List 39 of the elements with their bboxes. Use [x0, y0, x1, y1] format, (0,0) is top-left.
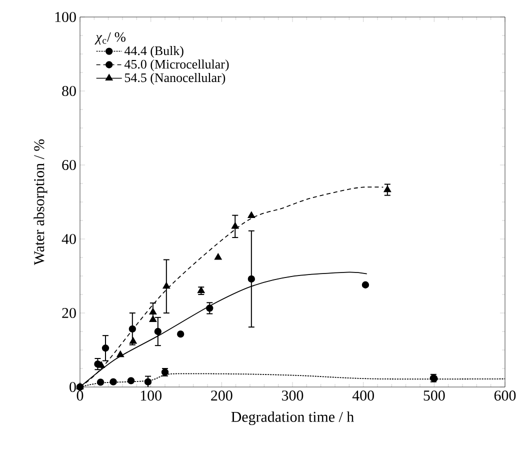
y-axis-title: Water absorption / %	[34, 139, 48, 266]
point	[149, 308, 157, 315]
legend-title: χ$_{c}$/ %	[94, 32, 126, 45]
point	[177, 330, 184, 338]
x-tick-label: 300	[282, 390, 304, 401]
y-tick-label: 0	[70, 382, 76, 392]
point	[384, 186, 392, 192]
point	[102, 344, 110, 352]
point	[149, 315, 157, 322]
x-tick-label: 500	[424, 390, 445, 401]
y-tick-label: 60	[62, 160, 76, 170]
x-tick-label: 200	[211, 390, 232, 401]
point	[162, 282, 170, 289]
legend-label: 44.4 (Bulk)	[124, 46, 184, 58]
point	[127, 377, 135, 384]
point	[231, 222, 239, 229]
point	[144, 378, 152, 386]
point	[96, 378, 104, 386]
point	[116, 350, 124, 358]
point	[98, 361, 105, 368]
x-tick-label: 600	[494, 390, 516, 401]
x-axis-title: Degradation time / h	[231, 411, 354, 426]
x-tick-label: 0	[76, 390, 84, 401]
point	[248, 275, 256, 283]
legend-label: 54.5 (Nanocellular)	[124, 72, 226, 85]
point	[214, 253, 222, 260]
point	[154, 328, 162, 336]
legend-label: 45.0 (Microcellular)	[124, 60, 229, 72]
y-tick-label: 100	[55, 12, 76, 22]
point	[248, 212, 256, 218]
point	[110, 378, 117, 386]
point	[206, 304, 214, 312]
y-tick-label: 80	[62, 86, 76, 96]
point	[128, 325, 136, 332]
x-tick-label: 400	[352, 390, 374, 401]
x-tick-label: 100	[140, 390, 162, 401]
y-tick-label: 40	[62, 234, 76, 244]
point	[362, 281, 370, 288]
y-tick-label: 20	[62, 308, 76, 318]
